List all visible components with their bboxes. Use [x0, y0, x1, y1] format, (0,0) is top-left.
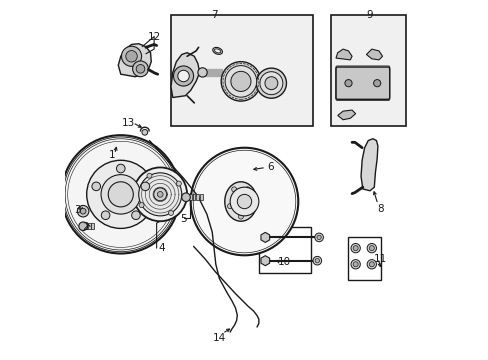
- Circle shape: [344, 80, 351, 87]
- Text: 14: 14: [212, 333, 225, 343]
- Polygon shape: [366, 49, 382, 60]
- Circle shape: [178, 70, 189, 82]
- Ellipse shape: [214, 49, 220, 53]
- Ellipse shape: [212, 48, 222, 54]
- Bar: [348, 237, 381, 280]
- Polygon shape: [337, 110, 355, 120]
- Circle shape: [350, 260, 360, 269]
- Bar: [171, 15, 312, 126]
- Circle shape: [230, 187, 258, 216]
- Circle shape: [141, 182, 149, 191]
- Circle shape: [244, 187, 250, 192]
- Polygon shape: [360, 139, 377, 191]
- Text: 7: 7: [210, 10, 217, 20]
- Bar: [84, 223, 87, 229]
- Circle shape: [312, 256, 321, 265]
- Circle shape: [368, 246, 373, 251]
- Text: 10: 10: [277, 257, 290, 267]
- Circle shape: [350, 243, 360, 253]
- Circle shape: [157, 192, 163, 197]
- Circle shape: [79, 222, 87, 230]
- Circle shape: [121, 46, 142, 66]
- Bar: [330, 15, 405, 126]
- Circle shape: [142, 130, 147, 135]
- Circle shape: [221, 62, 260, 101]
- Circle shape: [352, 262, 357, 267]
- Circle shape: [352, 246, 357, 251]
- Circle shape: [198, 68, 207, 77]
- Circle shape: [314, 258, 319, 263]
- Circle shape: [173, 66, 193, 86]
- Polygon shape: [118, 44, 151, 77]
- Text: 11: 11: [373, 254, 386, 264]
- Circle shape: [133, 167, 187, 221]
- Text: 8: 8: [377, 204, 383, 214]
- Circle shape: [86, 160, 155, 228]
- Text: 13: 13: [121, 118, 134, 128]
- Circle shape: [125, 50, 137, 62]
- Circle shape: [260, 72, 282, 95]
- Circle shape: [227, 204, 232, 209]
- Circle shape: [77, 206, 89, 217]
- Bar: [188, 194, 191, 200]
- Circle shape: [92, 182, 101, 191]
- Circle shape: [366, 243, 376, 253]
- Circle shape: [256, 68, 286, 98]
- Circle shape: [139, 203, 144, 208]
- Circle shape: [182, 193, 190, 202]
- Circle shape: [238, 214, 243, 219]
- Circle shape: [366, 260, 376, 269]
- Circle shape: [373, 80, 380, 87]
- Bar: [88, 223, 90, 229]
- Circle shape: [136, 64, 144, 73]
- Circle shape: [368, 262, 373, 267]
- Polygon shape: [171, 53, 199, 98]
- Circle shape: [314, 233, 323, 242]
- Text: 12: 12: [148, 32, 161, 41]
- Polygon shape: [335, 49, 351, 60]
- Circle shape: [176, 181, 181, 186]
- Circle shape: [153, 188, 166, 201]
- Text: 5: 5: [180, 215, 186, 224]
- Text: 6: 6: [266, 162, 273, 172]
- Text: 9: 9: [366, 10, 372, 20]
- Ellipse shape: [224, 182, 257, 221]
- Text: 4: 4: [159, 243, 165, 253]
- Circle shape: [101, 175, 140, 214]
- Circle shape: [316, 235, 321, 239]
- Bar: [192, 194, 195, 200]
- Circle shape: [108, 182, 133, 207]
- Text: 1: 1: [108, 150, 115, 160]
- Bar: [91, 223, 94, 229]
- Circle shape: [264, 77, 277, 90]
- Circle shape: [132, 61, 148, 77]
- Circle shape: [139, 173, 182, 216]
- Circle shape: [230, 71, 250, 91]
- Text: 3: 3: [74, 206, 81, 216]
- Circle shape: [101, 211, 110, 220]
- FancyBboxPatch shape: [335, 67, 389, 99]
- Circle shape: [168, 211, 173, 216]
- Circle shape: [116, 164, 125, 173]
- Circle shape: [237, 194, 251, 209]
- Circle shape: [61, 135, 180, 253]
- Circle shape: [131, 211, 140, 220]
- Text: 2: 2: [82, 222, 89, 231]
- Circle shape: [224, 66, 256, 97]
- Circle shape: [80, 208, 86, 214]
- Circle shape: [147, 173, 152, 178]
- Bar: [258, 226, 310, 273]
- Bar: [199, 194, 202, 200]
- Circle shape: [231, 187, 236, 192]
- Bar: [196, 194, 199, 200]
- Circle shape: [190, 148, 298, 255]
